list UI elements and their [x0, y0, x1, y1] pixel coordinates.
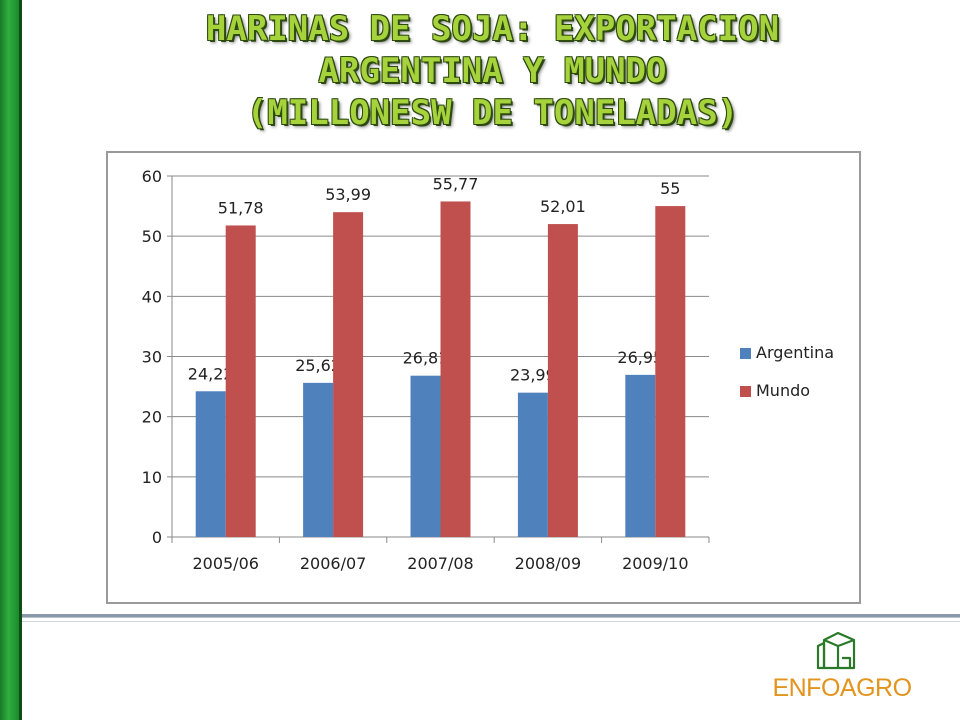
chart-frame: 0 10 20 30 40 50 60 24,22 51,78 2005/06 25,62 53,99… [106, 151, 861, 604]
y-tick-label: 20 [142, 408, 162, 427]
data-label-argentina: 24,22 [188, 364, 234, 383]
data-label-argentina: 25,62 [295, 356, 341, 375]
y-tick-label: 30 [142, 348, 162, 367]
data-label-mundo: 52,01 [540, 197, 586, 216]
data-label-mundo: 55,77 [433, 174, 479, 193]
bar-mundo [547, 224, 578, 537]
x-tick-label: 2008/09 [515, 554, 581, 573]
bar-argentina [517, 392, 548, 537]
x-tick-label: 2007/08 [407, 554, 473, 573]
data-label-argentina: 26,81 [403, 349, 449, 368]
data-label-argentina: 23,99 [510, 366, 556, 385]
bar-argentina [195, 391, 226, 537]
title-line-1: HARINAS DE SOJA: EXPORTACION [205, 9, 780, 49]
data-label-mundo: 53,99 [325, 185, 371, 204]
y-tick-label: 60 [142, 167, 162, 186]
title-line-3: (MILLONESW DE TONELADAS) [246, 93, 739, 133]
enfoagro-logo: ENFOAGRO [772, 628, 912, 708]
y-tick-label: 10 [142, 468, 162, 487]
bar-argentina [410, 375, 441, 537]
data-label-mundo: 55 [660, 179, 680, 198]
logo-text: ENFOAGRO [772, 674, 912, 702]
bar-argentina [625, 374, 656, 537]
footer-divider-thin [22, 621, 960, 622]
x-tick-label: 2006/07 [300, 554, 366, 573]
bar-mundo [225, 225, 256, 537]
bar-argentina [303, 382, 334, 537]
bar-chart: 0 10 20 30 40 50 60 24,22 51,78 2005/06 25,62 53,99… [142, 167, 834, 573]
y-tick-label: 40 [142, 287, 162, 306]
left-accent-bar [0, 0, 22, 720]
silo-icon [816, 631, 856, 670]
footer-divider [22, 614, 960, 618]
bar-mundo [333, 212, 364, 538]
bar-mundo [440, 201, 471, 537]
data-label-argentina: 26,95 [617, 348, 663, 367]
x-tick-label: 2009/10 [622, 554, 688, 573]
x-tick-label: 2005/06 [192, 554, 258, 573]
y-tick-label: 50 [142, 227, 162, 246]
legend-swatch-mundo [740, 386, 751, 397]
slide-title: HARINAS DE SOJA: EXPORTACION ARGENTINA Y… [30, 8, 955, 134]
legend-swatch-argentina [740, 348, 751, 359]
legend-label-mundo: Mundo [756, 381, 810, 400]
title-line-2: ARGENTINA Y MUNDO [318, 51, 667, 91]
y-tick-label: 0 [152, 528, 162, 547]
legend-label-argentina: Argentina [756, 343, 834, 362]
bar-mundo [655, 206, 686, 538]
data-label-mundo: 51,78 [218, 198, 264, 217]
